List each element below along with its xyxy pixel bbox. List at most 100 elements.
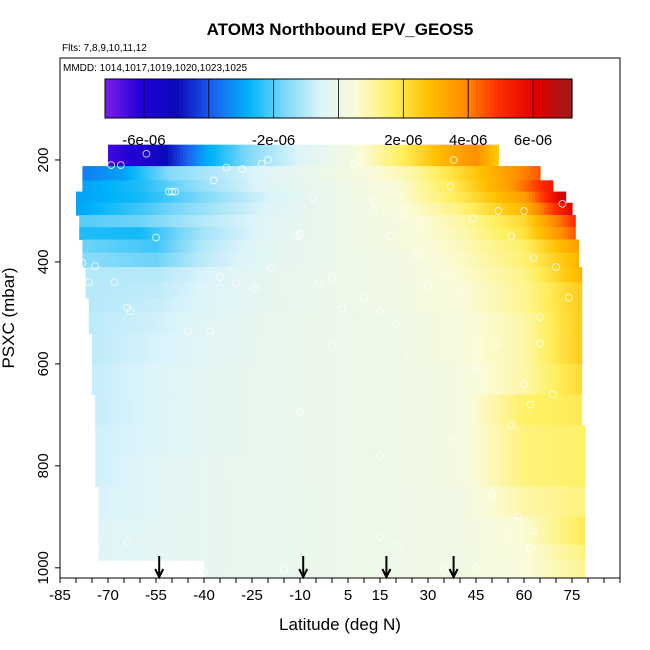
colorbar-swatch — [560, 79, 565, 118]
heatmap-cell — [572, 544, 576, 561]
heatmap-cell — [559, 239, 563, 254]
heatmap-cell — [329, 486, 333, 518]
heatmap-cell — [490, 239, 494, 254]
heatmap-cell — [138, 144, 142, 167]
heatmap-cell — [125, 544, 129, 561]
heatmap-cell — [172, 282, 177, 299]
observation-point — [520, 207, 528, 215]
heatmap-cell — [278, 425, 282, 457]
heatmap-cell — [523, 239, 527, 254]
heatmap-cell — [304, 239, 308, 254]
heatmap-cell — [575, 486, 579, 518]
heatmap-cell — [307, 180, 311, 193]
heatmap-cell — [205, 239, 209, 254]
heatmap-cell — [91, 267, 96, 283]
heatmap-cell — [206, 455, 210, 487]
heatmap-cell — [145, 202, 149, 216]
heatmap-cell — [429, 144, 433, 167]
heatmap-cell — [450, 560, 454, 578]
heatmap-cell — [565, 267, 570, 283]
heatmap-cell — [466, 191, 470, 204]
heatmap-cell — [109, 180, 113, 193]
heatmap-cell — [109, 267, 114, 283]
heatmap-cell — [529, 180, 533, 193]
heatmap-cell — [158, 333, 162, 365]
heatmap-cell — [82, 166, 86, 181]
heatmap-cell — [439, 312, 444, 334]
heatmap-cell — [538, 312, 543, 334]
heatmap-cell — [199, 267, 204, 283]
heatmap-cell — [479, 394, 483, 426]
heatmap-cell — [448, 227, 452, 241]
heatmap-cell — [161, 333, 165, 365]
heatmap-cell — [328, 180, 332, 193]
heatmap-cell — [268, 227, 272, 241]
heatmap-cell — [575, 363, 579, 396]
colorbar-swatch — [416, 79, 421, 118]
heatmap-cell — [322, 297, 327, 314]
heatmap-cell — [127, 239, 131, 254]
heatmap-cell — [94, 202, 98, 216]
heatmap-cell — [376, 267, 381, 283]
heatmap-cell — [256, 180, 260, 193]
heatmap-cell — [442, 215, 446, 228]
observation-point — [529, 253, 538, 262]
heatmap-cell — [130, 166, 134, 181]
heatmap-cell — [451, 202, 455, 216]
heatmap-cell — [568, 215, 572, 228]
heatmap-cell — [88, 282, 93, 299]
heatmap-cell — [95, 425, 99, 457]
heatmap-cell — [115, 312, 120, 334]
heatmap-cell — [88, 166, 92, 181]
heatmap-cell — [190, 215, 194, 228]
heatmap-cell — [532, 215, 536, 228]
heatmap-cell — [472, 166, 476, 181]
heatmap-cell — [514, 267, 519, 283]
heatmap-cell — [365, 363, 369, 396]
heatmap-cell — [142, 297, 147, 314]
heatmap-cell — [104, 516, 108, 546]
heatmap-cell — [134, 363, 138, 396]
heatmap-cell — [151, 267, 156, 283]
heatmap-cell — [498, 144, 499, 167]
heatmap-cell — [370, 239, 374, 254]
heatmap-cell — [331, 267, 336, 283]
heatmap-cell — [284, 394, 288, 426]
heatmap-cell — [565, 312, 570, 334]
heatmap-cell — [493, 239, 497, 254]
heatmap-cell — [334, 282, 339, 299]
heatmap-cell — [292, 180, 296, 193]
heatmap-cell — [191, 486, 195, 518]
heatmap-cell — [362, 425, 366, 457]
heatmap-cell — [263, 455, 267, 487]
observation-point — [414, 250, 423, 259]
heatmap-cell — [159, 144, 163, 167]
heatmap-cell — [162, 144, 166, 167]
heatmap-cell — [457, 180, 461, 193]
heatmap-cell — [169, 267, 174, 283]
heatmap-cell — [526, 166, 530, 181]
heatmap-cell — [469, 312, 474, 334]
heatmap-cell — [115, 267, 120, 283]
heatmap-cell — [301, 166, 305, 181]
heatmap-cell — [563, 333, 567, 365]
heatmap-cell — [355, 227, 359, 241]
heatmap-cell — [191, 544, 195, 561]
heatmap-cell — [229, 191, 233, 204]
heatmap-cell — [524, 544, 528, 561]
heatmap-cell — [471, 144, 475, 167]
heatmap-cell — [185, 394, 189, 426]
colorbar-swatch — [268, 79, 273, 118]
heatmap-cell — [230, 486, 234, 518]
heatmap-cell — [368, 333, 372, 365]
heatmap-cell — [547, 202, 551, 216]
heatmap-cell — [428, 516, 432, 546]
heatmap-cell — [286, 312, 291, 334]
heatmap-cell — [543, 560, 547, 578]
heatmap-cell — [256, 312, 261, 334]
heatmap-cell — [109, 191, 113, 204]
observation-point — [184, 327, 192, 336]
heatmap-cell — [473, 544, 477, 561]
heatmap-cell — [533, 544, 537, 561]
heatmap-cell — [571, 282, 576, 299]
